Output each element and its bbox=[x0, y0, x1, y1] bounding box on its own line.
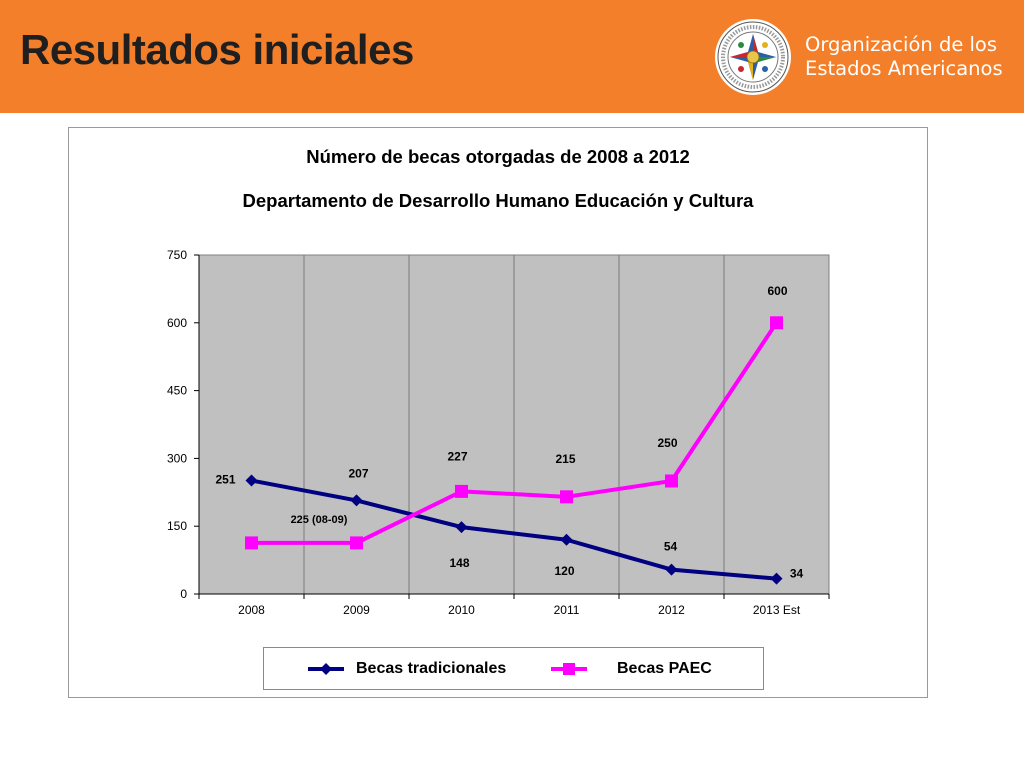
x-tick-label: 2010 bbox=[448, 603, 475, 617]
data-point-square bbox=[455, 484, 468, 498]
data-point-square bbox=[770, 316, 783, 330]
data-point-square bbox=[560, 490, 573, 504]
chart-annotation: 225 (08-09) bbox=[291, 514, 348, 526]
x-tick-label: 2011 bbox=[554, 603, 580, 617]
legend-label-paec: Becas PAEC bbox=[617, 659, 712, 677]
data-point-diamond bbox=[245, 474, 258, 487]
legend-item-tradicionales: Becas tradicionales bbox=[308, 648, 506, 689]
x-tick-label: 2013 Est bbox=[753, 603, 801, 617]
data-point-diamond bbox=[560, 533, 573, 546]
y-tick-label: 600 bbox=[167, 316, 187, 330]
y-tick-label: 300 bbox=[167, 451, 187, 465]
legend-square-line-icon bbox=[551, 662, 587, 675]
data-point-square bbox=[245, 536, 258, 550]
y-tick-label: 150 bbox=[167, 519, 187, 533]
x-tick-label: 2012 bbox=[658, 603, 685, 617]
data-label: 207 bbox=[348, 466, 368, 480]
data-label: 251 bbox=[215, 473, 235, 487]
organization-name-line2: Estados Americanos bbox=[805, 57, 1003, 80]
data-point-square bbox=[665, 474, 678, 488]
y-tick-label: 750 bbox=[167, 248, 187, 262]
data-label: 120 bbox=[554, 564, 574, 578]
series-line-paec bbox=[251, 321, 779, 545]
y-tick-label: 450 bbox=[167, 384, 187, 398]
organization-name: Organización de los Estados Americanos bbox=[805, 33, 1015, 81]
legend-label-tradicionales: Becas tradicionales bbox=[356, 659, 507, 677]
y-tick-label: 0 bbox=[180, 587, 187, 601]
data-point-diamond bbox=[770, 572, 783, 585]
data-point-diamond bbox=[455, 521, 468, 534]
slide-title: Resultados iniciales bbox=[20, 26, 414, 73]
x-tick-label: 2009 bbox=[343, 603, 370, 617]
data-label: 215 bbox=[555, 452, 575, 466]
data-label: 600 bbox=[767, 284, 787, 298]
data-label: 250 bbox=[657, 436, 677, 450]
organization-name-line1: Organización de los bbox=[805, 33, 998, 56]
chart-title: Número de becas otorgadas de 2008 a 2012 bbox=[306, 146, 690, 167]
data-point-diamond bbox=[665, 563, 678, 576]
legend-diamond-line-icon bbox=[308, 662, 344, 675]
data-label: 34 bbox=[790, 567, 804, 581]
chart-subtitle: Departamento de Desarrollo Humano Educac… bbox=[242, 190, 754, 211]
legend-item-paec: Becas PAEC bbox=[551, 648, 712, 689]
x-tick-label: 2008 bbox=[238, 603, 265, 617]
data-label: 148 bbox=[449, 556, 469, 570]
slide-header: Resultados iniciales Organización de los… bbox=[0, 0, 1024, 113]
series-line-tradicionales bbox=[251, 478, 777, 581]
chart-legend: Becas tradicionales Becas PAEC bbox=[263, 647, 764, 690]
data-label: 227 bbox=[447, 449, 467, 463]
data-point-square bbox=[350, 536, 363, 550]
data-point-diamond bbox=[350, 494, 363, 507]
data-label: 54 bbox=[664, 540, 678, 554]
oas-seal-logo bbox=[715, 19, 791, 95]
